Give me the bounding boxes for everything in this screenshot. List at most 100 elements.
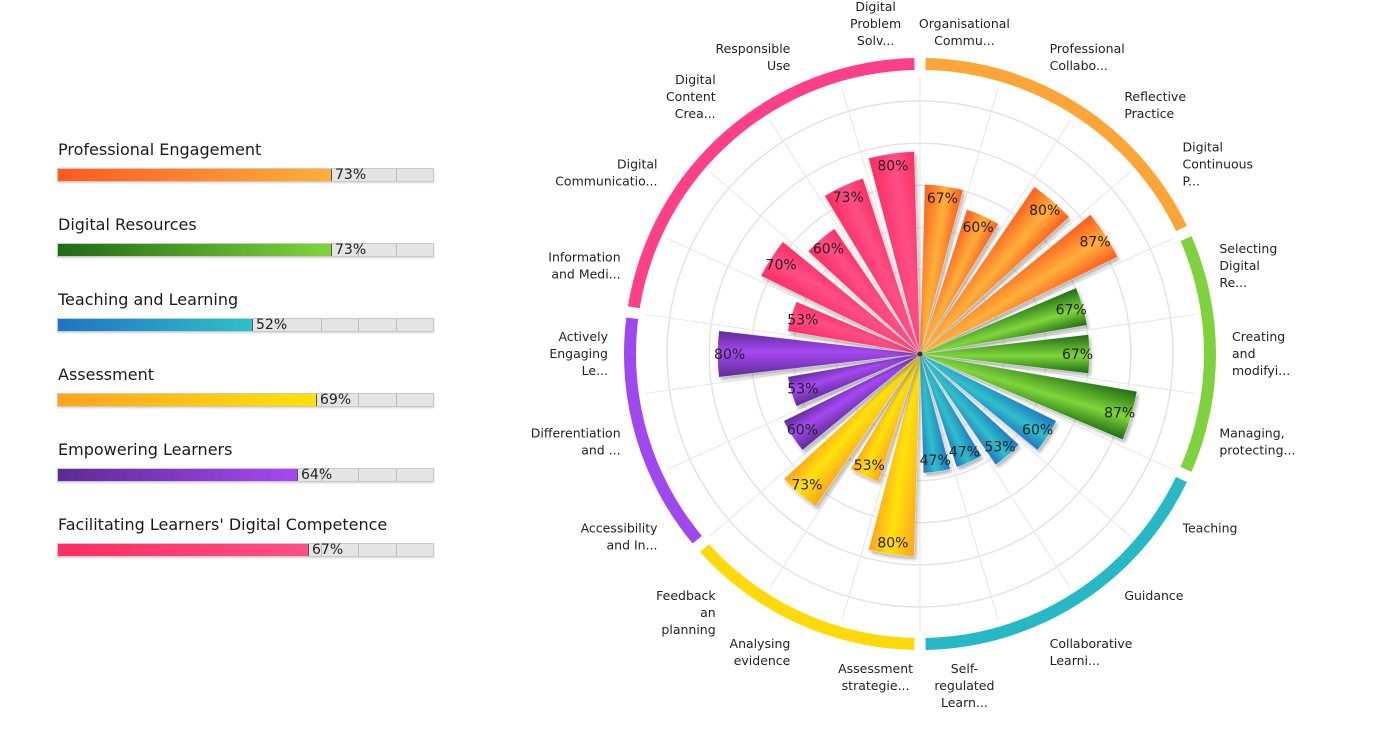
progress-tick <box>396 394 397 406</box>
wedge-guidance <box>919 353 1020 466</box>
item-label: Assessment strategie... <box>838 661 913 693</box>
grid-spoke <box>666 238 921 355</box>
progress-tick <box>396 319 397 331</box>
grid-spoke <box>769 353 921 589</box>
item-label: Self-regulated Learn... <box>934 661 994 710</box>
grid-spoke <box>644 313 921 355</box>
ring-segment-digital-resources <box>1180 236 1216 472</box>
grid-spoke <box>919 353 1196 395</box>
wedge-digital-content-crea <box>807 228 921 355</box>
category-label: Assessment <box>58 365 154 384</box>
progress-fill <box>58 469 298 481</box>
progress-track <box>57 543 434 557</box>
wedge-reflective-practice <box>919 186 1070 355</box>
value-label: 80% <box>877 535 908 551</box>
grid-spoke <box>919 171 1131 355</box>
progress-fill <box>58 169 332 181</box>
ring-segment-facilitating-learners-digital-competence <box>627 58 915 309</box>
value-label: 67% <box>1056 303 1087 319</box>
item-label: Digital Content Crea... <box>666 72 716 121</box>
value-label: 87% <box>1104 406 1135 422</box>
wedge-organisational-commu <box>919 184 964 355</box>
wedge-teaching <box>919 353 1057 451</box>
value-label: 67% <box>927 191 958 207</box>
wedge-professional-collabo <box>919 209 999 355</box>
value-labels: 67%60%80%87%67%67%87%60%53%47%47%80%53%7… <box>714 159 1135 552</box>
grid-spoke <box>709 353 921 537</box>
item-label: Feedback an planning <box>656 588 716 637</box>
progress-tick <box>321 469 322 481</box>
value-label: 80% <box>714 347 745 363</box>
progress-fill <box>58 544 309 556</box>
grid-spoke <box>919 119 1071 355</box>
wedge-analysing-evidence <box>850 353 921 482</box>
value-label: 70% <box>766 258 797 274</box>
progress-tick <box>358 544 359 556</box>
wedge-differentiation-and <box>787 353 921 407</box>
progress-tick <box>358 394 359 406</box>
value-label: 53% <box>787 313 818 329</box>
category-percent: 73% <box>335 167 367 183</box>
value-label: 53% <box>854 458 885 474</box>
value-label: 53% <box>787 381 818 397</box>
category-ring <box>624 58 1216 650</box>
item-label: Collaborative Learni... <box>1050 636 1133 668</box>
category-label: Digital Resources <box>58 215 197 234</box>
value-label: 60% <box>963 220 994 236</box>
progress-tick <box>396 544 397 556</box>
grid-spoke <box>709 171 921 355</box>
item-label: Professional Collabo... <box>1050 41 1125 73</box>
center-hub <box>917 351 923 357</box>
wedge-actively-engaging-le <box>717 330 921 378</box>
wedge-information-and-medi <box>787 301 921 355</box>
ring-segment-teaching-and-learning <box>925 476 1187 650</box>
value-label: 60% <box>1022 423 1053 439</box>
progress-tick <box>283 319 284 331</box>
grid-spoke <box>919 353 999 621</box>
progress-fill <box>58 244 332 256</box>
item-label: Reflective Practice <box>1124 89 1186 121</box>
progress-tick <box>321 319 322 331</box>
progress-tick <box>358 244 359 256</box>
value-label: 53% <box>984 439 1015 455</box>
item-label: Selecting Digital Re... <box>1219 241 1277 290</box>
ring-segment-professional-engagement <box>925 58 1187 232</box>
category-percent: 69% <box>320 392 352 408</box>
item-labels: Organisational Commu... Professional Collab… <box>531 0 1296 710</box>
category-label: Professional Engagement <box>58 140 262 159</box>
value-label: 60% <box>787 423 818 439</box>
item-label: Information and Medi... <box>548 250 620 282</box>
wedge-managing-protecting <box>919 353 1138 441</box>
category-label: Facilitating Learners' Digital Competenc… <box>58 515 388 534</box>
progress-tick <box>396 469 397 481</box>
progress-fill <box>58 394 317 406</box>
category-percent: 64% <box>301 467 333 483</box>
item-label: Guidance <box>1124 588 1183 603</box>
item-label: Analysing evidence <box>730 636 791 668</box>
progress-tick <box>396 244 397 256</box>
wedge-self-regulated-learn <box>919 353 951 474</box>
category-percent: 52% <box>256 317 288 333</box>
item-label: Organisational Commu... <box>919 16 1010 48</box>
category-label: Teaching and Learning <box>58 290 239 309</box>
wedge-feedback-an-planning <box>783 353 921 507</box>
wedge-digital-communicatio <box>760 241 921 355</box>
ring-segment-empowering-learners <box>624 317 702 544</box>
item-label: Digital Communicatio... <box>555 156 657 188</box>
wedge-digital-problem-solv <box>868 151 921 355</box>
category-row-teaching-and-learning: Teaching and Learning 52% <box>57 290 437 340</box>
item-label: Creating and modifyi... <box>1232 329 1290 378</box>
grid-spoke <box>644 353 921 395</box>
grid-spoke <box>919 353 1174 470</box>
value-label: 47% <box>949 444 980 460</box>
value-label: 60% <box>813 241 844 257</box>
grid-spoke <box>919 353 1131 537</box>
category-percent: 73% <box>335 242 367 258</box>
value-label: 87% <box>1080 234 1111 250</box>
progress-tick <box>358 319 359 331</box>
value-label: 73% <box>833 190 864 206</box>
progress-track <box>57 393 434 407</box>
progress-track <box>57 468 434 482</box>
ring-segment-assessment <box>700 544 915 650</box>
